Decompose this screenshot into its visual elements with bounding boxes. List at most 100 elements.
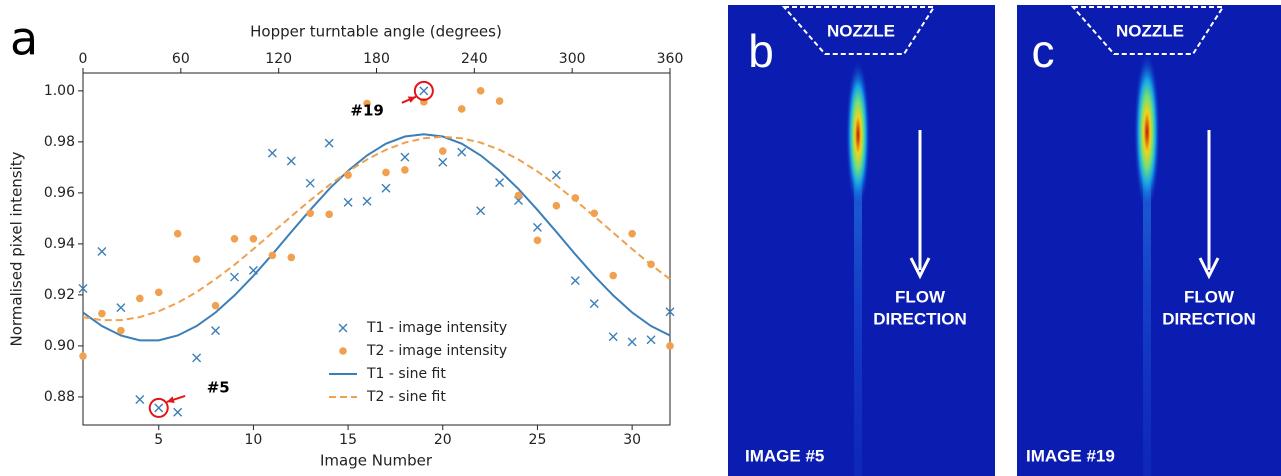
top-tick-label: 60 (172, 51, 190, 67)
point (572, 194, 580, 202)
point (609, 272, 617, 280)
y-tick-label: 1.00 (44, 83, 75, 99)
point (590, 209, 598, 217)
flow-label: DIRECTION (873, 309, 967, 328)
top-tick-label: 240 (461, 51, 488, 67)
legend-label: T1 - image intensity (366, 320, 507, 336)
point (553, 202, 561, 210)
legend-label: T1 - sine fit (366, 366, 446, 382)
point (231, 235, 239, 243)
plume (846, 60, 870, 210)
x-tick-label: 5 (154, 432, 163, 448)
point (287, 157, 295, 165)
point (155, 404, 163, 412)
point (212, 302, 220, 310)
panel-label: c (1032, 25, 1055, 77)
point (193, 255, 201, 263)
annotation-label: #19 (350, 101, 383, 119)
point (269, 252, 277, 260)
nozzle-label: NOZZLE (827, 21, 895, 40)
point (193, 354, 201, 362)
point (250, 235, 258, 243)
point (439, 147, 447, 155)
top-tick-label: 180 (363, 51, 390, 67)
images: NOZZLE b FLOW DIRECTION IMAGE #5 NOZZLE … (721, 0, 1281, 476)
point (344, 198, 352, 206)
top-tick-label: 360 (657, 51, 684, 67)
point (609, 333, 617, 341)
point (439, 158, 447, 166)
y-tick-label: 0.94 (44, 236, 75, 252)
point (325, 139, 333, 147)
point (287, 254, 295, 262)
y-tick-label: 0.98 (44, 134, 75, 150)
top-axis-label: Hopper turntable angle (degrees) (250, 23, 502, 41)
point (344, 171, 352, 179)
point (155, 289, 163, 297)
flow-label: FLOW (1184, 287, 1235, 306)
point (306, 209, 314, 217)
point (230, 273, 238, 281)
image-caption: IMAGE #5 (745, 446, 824, 465)
flow-label: DIRECTION (1162, 309, 1256, 328)
point (401, 153, 409, 161)
point (98, 310, 106, 318)
annotation-arrowhead (167, 396, 175, 403)
point (458, 105, 466, 113)
point (79, 352, 87, 360)
fit-line (83, 134, 670, 340)
point (401, 166, 409, 174)
point (666, 342, 674, 350)
x-tick-label: 25 (529, 432, 547, 448)
point (628, 230, 636, 238)
point (477, 207, 485, 215)
point (590, 300, 598, 308)
legend-label: T2 - sine fit (366, 389, 446, 405)
point (534, 237, 542, 245)
x-tick-label: 10 (245, 432, 263, 448)
annotation-label: #5 (207, 378, 230, 396)
panel-label: b (748, 25, 774, 77)
point (420, 87, 428, 95)
fit-line (83, 137, 670, 320)
x-tick-label: 30 (623, 432, 641, 448)
nozzle-label: NOZZLE (1116, 21, 1184, 40)
point (325, 211, 333, 219)
image-panel: NOZZLE c FLOW DIRECTION IMAGE #19 (1017, 5, 1281, 476)
x-tick-label: 20 (434, 432, 452, 448)
point (98, 248, 106, 256)
top-tick-label: 0 (79, 51, 88, 67)
plume (1134, 52, 1160, 212)
y-tick-label: 0.96 (44, 185, 75, 201)
point (647, 261, 655, 269)
point (382, 169, 390, 177)
point (477, 87, 485, 95)
point (628, 338, 636, 346)
y-axis-label: Normalised pixel intensity (8, 151, 26, 346)
point (212, 327, 220, 335)
point (363, 197, 371, 205)
point (249, 266, 257, 274)
top-tick-label: 120 (265, 51, 292, 67)
legend-swatch (339, 347, 347, 355)
point (174, 230, 182, 238)
point (117, 304, 125, 312)
chart: a Hopper turntable angle (degrees) Image… (0, 0, 720, 476)
y-tick-label: 0.92 (44, 287, 75, 303)
top-tick-label: 300 (559, 51, 586, 67)
point (268, 149, 276, 157)
point (515, 192, 523, 200)
legend-swatch (339, 324, 347, 332)
point (496, 97, 504, 105)
point (382, 184, 390, 192)
y-tick-label: 0.88 (44, 389, 75, 405)
point (136, 295, 144, 303)
point (174, 408, 182, 416)
x-tick-label: 15 (339, 432, 357, 448)
figure: a Hopper turntable angle (degrees) Image… (0, 0, 1281, 476)
image-caption: IMAGE #19 (1026, 446, 1115, 465)
point (306, 179, 314, 187)
point (458, 148, 466, 156)
point (496, 179, 504, 187)
legend-label: T2 - image intensity (366, 343, 507, 359)
